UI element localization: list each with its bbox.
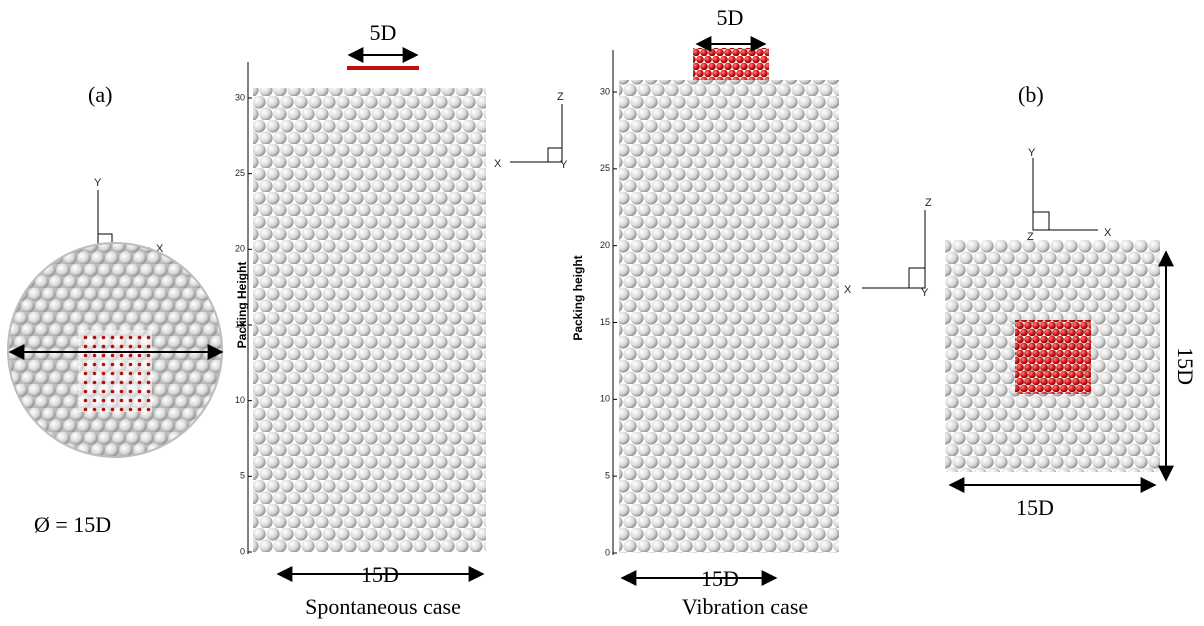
tick-label: 15 xyxy=(600,317,610,327)
tick-label: 30 xyxy=(235,92,245,102)
tick-label: 5 xyxy=(240,471,245,481)
tracer-layer xyxy=(347,66,419,70)
axis-label: X xyxy=(1104,227,1112,239)
tick-label: 10 xyxy=(600,394,610,404)
axis-label: X xyxy=(844,284,852,296)
axis-label: X xyxy=(494,158,502,170)
axes-triad: Y X Z xyxy=(1027,147,1112,243)
dimension-label: 5D xyxy=(717,5,744,30)
tick-label: 15 xyxy=(235,319,245,329)
caption: Spontaneous case xyxy=(305,594,461,619)
tick-label: 25 xyxy=(600,163,610,173)
panel-label: (a) xyxy=(88,82,112,107)
tick-label: 0 xyxy=(240,546,245,556)
dimension-label: 5D xyxy=(370,20,397,45)
tick-label: 30 xyxy=(600,86,610,96)
tracer-block xyxy=(1015,320,1091,394)
dimension-label: 15D xyxy=(361,562,399,587)
tick-label: 20 xyxy=(600,240,610,250)
axis-label: Z xyxy=(1027,231,1034,243)
axes-triad: Z X Y xyxy=(844,197,932,299)
axis-label: X xyxy=(156,243,164,255)
tracer-particles xyxy=(78,330,152,412)
tracer-block xyxy=(693,48,769,80)
y-axis-label: Packing Height xyxy=(235,262,249,349)
tick-label: 5 xyxy=(605,471,610,481)
axis-label: Y xyxy=(921,287,929,299)
axis-label: Y xyxy=(94,177,102,189)
caption: Vibration case xyxy=(682,594,808,619)
y-axis-label: Packing height xyxy=(571,255,585,340)
tick-label: 20 xyxy=(235,244,245,254)
axis-label: Y xyxy=(560,159,568,171)
axes-triad: Z X Y xyxy=(494,91,568,171)
axis-label: Z xyxy=(557,91,564,103)
packing-column xyxy=(619,80,839,553)
packing-column xyxy=(253,88,486,552)
dimension-label: 15D xyxy=(701,566,739,591)
dimension-label: 15D xyxy=(1016,495,1054,520)
tick-label: 10 xyxy=(235,395,245,405)
dimension-label: 15D xyxy=(1173,347,1198,385)
tick-label: 25 xyxy=(235,168,245,178)
diameter-label: Ø = 15D xyxy=(34,512,111,537)
tick-label: 0 xyxy=(605,547,610,557)
axis-label: Z xyxy=(925,197,932,209)
axis-label: Y xyxy=(1028,147,1036,159)
panel-label: (b) xyxy=(1018,82,1044,107)
